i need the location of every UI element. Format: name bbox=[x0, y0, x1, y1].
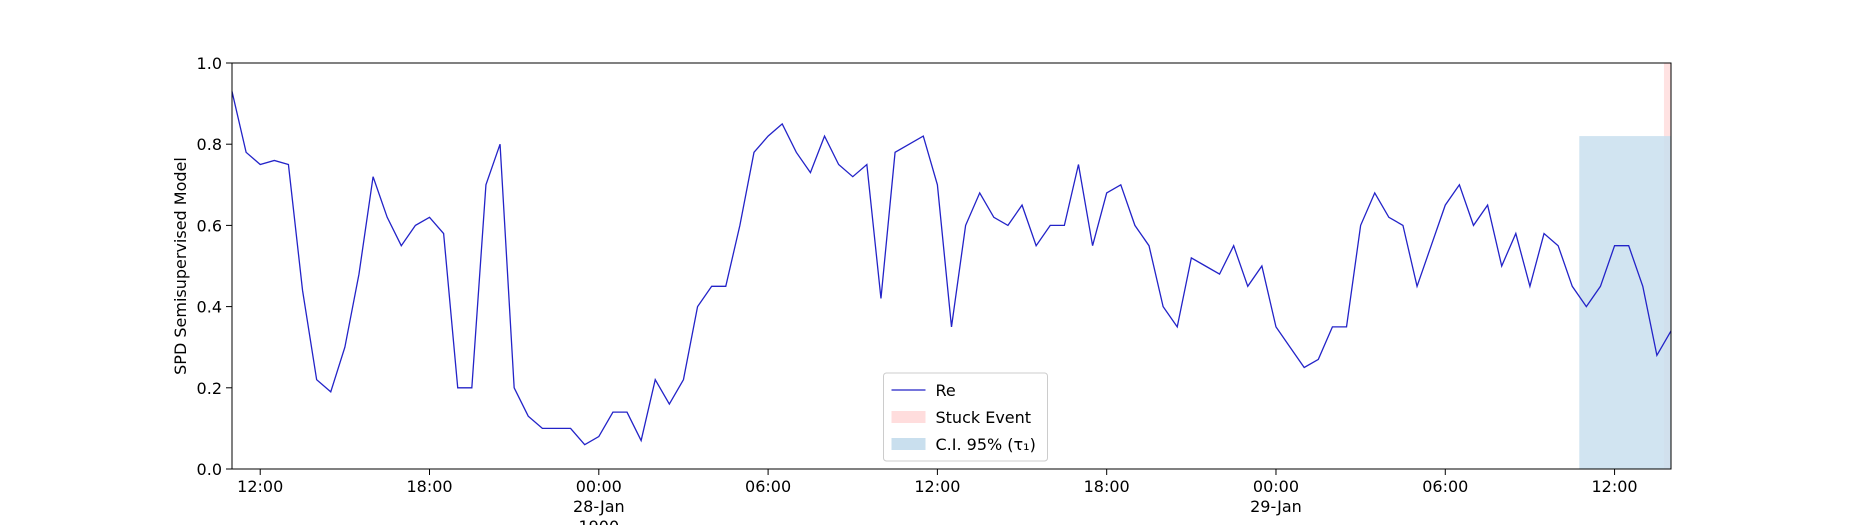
legend-label: C.I. 95% (τ₁) bbox=[936, 435, 1036, 454]
legend-swatch bbox=[891, 411, 926, 423]
legend-label: Stuck Event bbox=[936, 408, 1032, 427]
y-tick-label: 0.6 bbox=[197, 216, 222, 235]
y-axis-label: SPD Semisupervised Model bbox=[171, 157, 190, 375]
x-tick-label: 18:00 bbox=[406, 477, 452, 496]
plot-frame bbox=[231, 62, 1672, 470]
x-tick-label: 06:00 bbox=[1422, 477, 1468, 496]
data-line bbox=[231, 91, 1672, 446]
x-tick-label: 18:00 bbox=[1084, 477, 1130, 496]
x-tick-label: 12:00 bbox=[237, 477, 283, 496]
y-tick-label: 0.4 bbox=[197, 298, 222, 317]
y-tick-label: 0.0 bbox=[197, 460, 222, 479]
x-tick-label: 00:00 29-Jan bbox=[1250, 477, 1302, 516]
y-tick-label: 0.8 bbox=[197, 135, 222, 154]
x-tick-label: 06:00 bbox=[745, 477, 791, 496]
y-tick-label: 0.2 bbox=[197, 379, 222, 398]
legend-label: Re bbox=[936, 381, 956, 400]
legend-swatch bbox=[891, 438, 926, 450]
x-tick-label: 12:00 bbox=[1592, 477, 1638, 496]
y-tick-label: 1.0 bbox=[197, 54, 222, 73]
x-tick-label: 12:00 bbox=[914, 477, 960, 496]
span bbox=[1579, 136, 1671, 469]
